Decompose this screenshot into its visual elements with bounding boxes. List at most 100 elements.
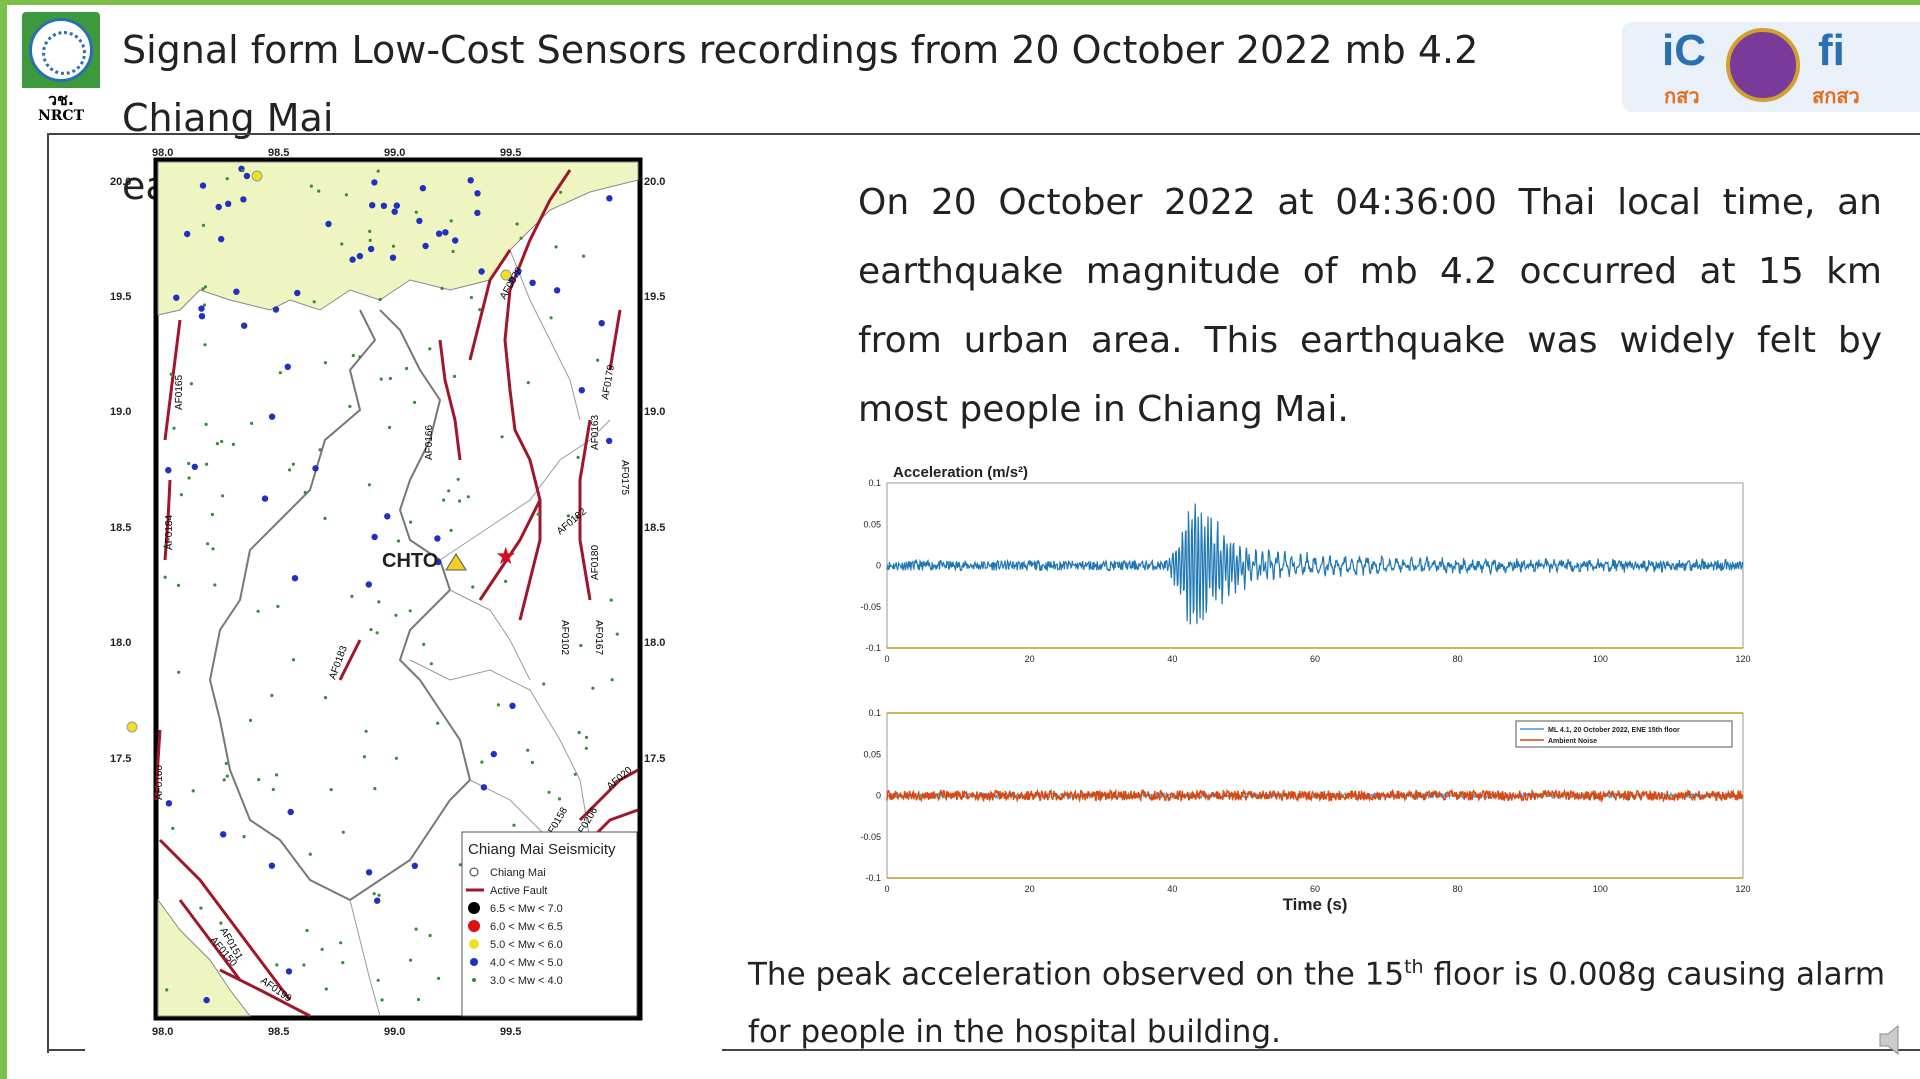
legend-item-label: 6.5 < Mw < 7.0: [490, 903, 563, 915]
map-lon-tick-top: 99.0: [384, 147, 405, 159]
event-dot-blue: [165, 467, 172, 474]
event-dot-green: [348, 404, 352, 408]
event-dot-green: [452, 374, 457, 378]
event-dot-green: [377, 893, 381, 897]
event-dot-green: [203, 285, 208, 289]
event-dot-green: [302, 963, 306, 967]
map-lon-tick-bottom: 98.5: [268, 1026, 289, 1038]
waveform-line-top: [886, 503, 1744, 625]
event-dot-green: [191, 789, 195, 793]
fault-af0179: [608, 309, 622, 371]
event-dot-blue: [606, 195, 613, 202]
event-dot-blue: [220, 831, 227, 838]
tsri-logo-sub: สกสว: [1812, 86, 1860, 108]
fault-label-af0175: AF0175: [619, 460, 630, 495]
event-dot-blue: [467, 177, 474, 184]
event-dot-green: [202, 303, 207, 307]
event-dot-blue: [291, 575, 299, 582]
y-tick-label: 0.05: [863, 519, 881, 529]
map-lon-tick-top: 98.0: [152, 147, 173, 159]
event-dot-green: [351, 353, 355, 358]
event-dot-blue: [356, 252, 364, 260]
event-dot-blue: [509, 702, 516, 709]
legend-magnitude-dot: [468, 920, 480, 932]
event-dot-green: [163, 575, 167, 579]
legend-item-label: 5.0 < Mw < 6.0: [490, 939, 563, 951]
event-dot-green: [323, 361, 327, 365]
event-dot-green: [204, 422, 208, 426]
event-dot-blue: [199, 182, 207, 189]
event-dot-green: [478, 308, 482, 312]
event-dot-green: [276, 604, 280, 608]
event-dot-blue: [578, 387, 585, 394]
fault-label-af0165: AF0165: [174, 375, 185, 410]
fault-label-af0166: AF0166: [424, 425, 435, 460]
event-dot-green: [312, 300, 316, 304]
event-dot-green: [530, 760, 534, 765]
nrct-seal-icon: [29, 18, 93, 82]
x-tick-label: 20: [1025, 654, 1035, 664]
event-dot-green: [519, 236, 523, 240]
event-dot-blue: [367, 245, 375, 253]
event-dot-blue: [598, 320, 605, 327]
fault-label-af0102: AF0102: [559, 620, 570, 655]
event-dot-green: [504, 579, 508, 583]
event-dot-green: [364, 729, 368, 733]
x-tick-label: 0: [884, 884, 889, 894]
event-dot-blue: [285, 968, 293, 975]
event-dot-green: [369, 628, 373, 632]
map-lon-tick-bottom: 99.5: [500, 1026, 521, 1038]
slide-title-line1: Signal form Low-Cost Sensors recordings …: [122, 28, 1479, 140]
event-dot-yellow: [126, 721, 138, 733]
epicenter-star-icon: ★: [495, 543, 517, 570]
waveform-line-noise: [886, 788, 1744, 804]
map-lat-tick-right: 19.5: [644, 291, 665, 303]
event-dot-green: [308, 852, 312, 856]
nrct-abbr-text: NRCT: [22, 108, 100, 124]
content-frame: [47, 133, 1920, 1053]
event-dot-green: [169, 372, 173, 376]
event-dot-blue: [480, 784, 488, 791]
event-dot-green: [368, 229, 372, 233]
nrct-logo: วช. NRCT: [22, 12, 100, 124]
speaker-icon[interactable]: [1876, 1020, 1908, 1060]
x-tick-label: 120: [1735, 884, 1750, 894]
event-dot-green: [324, 987, 328, 991]
fault-af0158: [578, 419, 592, 601]
event-dot-green: [566, 514, 570, 518]
event-dot-green: [201, 223, 206, 227]
event-dot-green: [225, 774, 229, 778]
event-dot-green: [416, 997, 421, 1002]
event-dot-blue: [173, 294, 180, 301]
event-dot-blue: [198, 305, 205, 312]
event-dot-green: [344, 193, 348, 197]
x-tick-label: 40: [1167, 654, 1177, 664]
x-tick-label: 20: [1025, 884, 1035, 894]
event-dot-blue: [287, 808, 294, 816]
event-dot-green: [466, 495, 470, 499]
event-dot-green: [547, 790, 551, 794]
event-dot-green: [391, 244, 396, 248]
event-dot-green: [584, 735, 589, 740]
event-dot-blue: [391, 208, 398, 215]
event-dot-green: [379, 377, 383, 381]
event-dot-green: [480, 760, 484, 764]
legend-city-icon: [469, 867, 479, 877]
event-dot-blue: [474, 209, 481, 217]
event-dot-green: [536, 512, 540, 516]
event-dot-green: [275, 773, 279, 777]
event-dot-green: [429, 662, 433, 666]
event-dot-green: [220, 439, 224, 444]
event-dot-blue: [422, 242, 429, 250]
station-label: CHTO: [382, 550, 438, 572]
y-tick-label: 0.1: [868, 708, 881, 718]
event-dot-green: [375, 631, 379, 635]
event-dot-green: [471, 585, 475, 589]
event-dot-green: [187, 461, 191, 466]
event-dot-green: [615, 632, 619, 636]
event-dot-blue: [284, 363, 291, 370]
y-tick-label: 0.1: [868, 478, 881, 488]
event-dot-blue: [184, 230, 191, 238]
event-dot-green: [449, 528, 453, 532]
